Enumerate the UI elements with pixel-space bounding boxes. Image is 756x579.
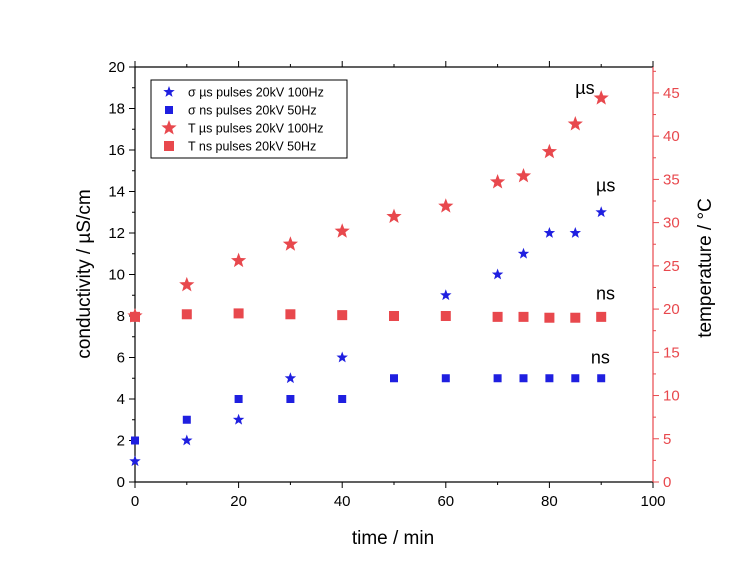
series-2 <box>131 374 606 445</box>
data-point <box>519 374 528 383</box>
y-tick-label: 2 <box>117 433 125 450</box>
data-point <box>131 436 139 445</box>
y-tick-label: 16 <box>108 142 125 159</box>
data-point <box>336 351 348 363</box>
x-tick-label: 60 <box>437 493 454 510</box>
data-point <box>518 311 529 322</box>
y2-tick-label: 10 <box>663 388 680 405</box>
data-point <box>233 308 244 319</box>
data-point <box>491 268 504 280</box>
data-point <box>597 374 606 383</box>
data-point <box>282 236 299 251</box>
x-tick-label: 80 <box>541 493 558 510</box>
data-point <box>285 309 296 320</box>
y-axis-right-label: temperature / °C <box>695 198 716 338</box>
legend-marker <box>161 120 177 135</box>
y2-tick-label: 5 <box>663 431 671 448</box>
legend-box <box>150 79 348 159</box>
y2-tick-label: 40 <box>663 128 680 145</box>
legend-label: σ ns pulses 20kV 50Hz <box>188 104 317 118</box>
legend-marker <box>165 106 173 114</box>
data-point <box>338 395 347 403</box>
series-4 <box>130 308 607 323</box>
data-point <box>593 90 609 105</box>
annotations: µs µs ns ns <box>575 78 615 368</box>
legend-marker <box>164 141 174 151</box>
data-point <box>234 395 243 403</box>
legend-label: T ns pulses 20kV 50Hz <box>188 140 316 154</box>
data-point <box>129 455 141 467</box>
y-tick-label: 0 <box>117 474 125 491</box>
legend-marker <box>163 86 175 97</box>
data-point <box>567 116 583 131</box>
annotation-label: µs <box>596 176 615 196</box>
data-point <box>544 312 555 323</box>
data-point <box>571 374 580 383</box>
annotation-label: µs <box>575 78 594 98</box>
y-tick-label: 14 <box>108 184 125 201</box>
y-tick-label: 10 <box>108 267 125 284</box>
legend-label: T µs pulses 20kV 100Hz <box>188 122 324 136</box>
data-point <box>543 227 556 238</box>
data-point <box>596 311 607 322</box>
data-point <box>545 374 554 383</box>
y-axis-left: 0 2 4 6 8 10 12 14 16 18 20 <box>108 59 135 491</box>
data-point <box>595 206 607 218</box>
x-tick-label: 40 <box>334 493 351 510</box>
y-tick-label: 4 <box>117 391 125 408</box>
y-tick-label: 18 <box>108 101 125 118</box>
annotation-label: ns <box>591 348 610 368</box>
data-point <box>489 173 506 189</box>
data-point <box>181 434 193 446</box>
data-point <box>493 374 502 383</box>
y2-tick-label: 35 <box>663 171 680 188</box>
data-point <box>386 208 402 224</box>
data-point <box>440 311 451 321</box>
x-axis-label: time / min <box>352 528 434 549</box>
y-tick-label: 8 <box>117 308 125 325</box>
data-point <box>441 374 450 383</box>
data-point <box>337 310 348 321</box>
x-tick-label: 0 <box>131 493 139 510</box>
y-tick-label: 20 <box>108 59 125 76</box>
x-axis: 0 20 40 60 80 100 <box>131 61 666 510</box>
data-point <box>130 311 140 322</box>
y-axis-right: 0 5 10 15 20 25 30 35 40 45 <box>653 70 680 491</box>
data-point <box>515 167 532 183</box>
y2-tick-label: 25 <box>663 258 680 275</box>
y2-tick-label: 15 <box>663 344 680 361</box>
data-point <box>182 415 191 424</box>
data-point <box>389 311 399 321</box>
legend: σ µs pulses 20kV 100Hz σ ns pulses 20kV 5… <box>150 79 348 159</box>
data-point <box>492 311 503 322</box>
x-tick-label: 20 <box>230 493 247 510</box>
data-point <box>181 309 192 320</box>
legend-label: σ µs pulses 20kV 100Hz <box>188 86 324 100</box>
series-1 <box>129 206 607 467</box>
annotation-label: ns <box>596 283 615 303</box>
y2-tick-label: 20 <box>663 301 680 318</box>
data-point <box>284 372 297 384</box>
y-tick-label: 12 <box>108 225 125 242</box>
y2-tick-label: 0 <box>663 474 671 491</box>
series-layer <box>127 90 609 467</box>
data-point <box>232 413 245 425</box>
data-point <box>438 198 454 213</box>
y-tick-label: 6 <box>117 350 125 367</box>
data-point <box>179 276 195 292</box>
data-point <box>517 247 530 259</box>
data-point <box>286 395 295 403</box>
data-point <box>440 289 452 301</box>
data-point <box>390 374 398 383</box>
data-point <box>570 312 581 323</box>
data-point <box>541 143 558 159</box>
data-point <box>230 252 247 268</box>
x-tick-label: 100 <box>640 493 665 510</box>
y2-tick-label: 45 <box>663 85 680 102</box>
data-point <box>334 223 350 238</box>
y2-tick-label: 30 <box>663 215 680 232</box>
y-axis-label: conductivity / µS/cm <box>74 189 95 358</box>
data-point <box>569 227 582 238</box>
